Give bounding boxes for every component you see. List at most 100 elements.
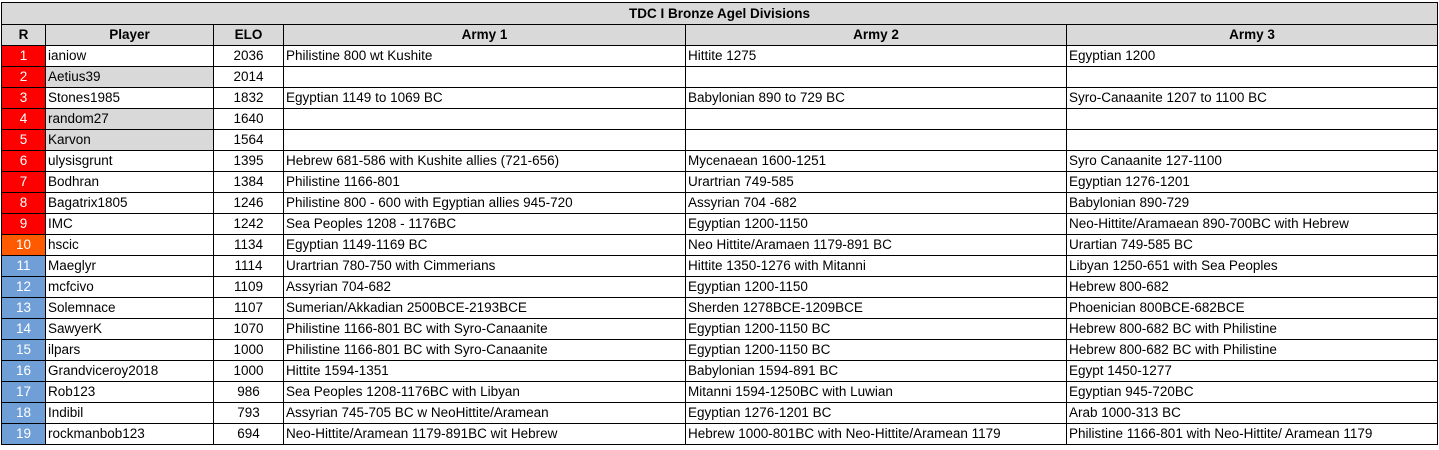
rank-cell[interactable]: 10 xyxy=(1,234,46,256)
rank-cell[interactable]: 16 xyxy=(1,360,46,382)
rank-cell[interactable]: 4 xyxy=(1,108,46,130)
army-2-cell[interactable]: Neo Hittite/Aramaen 1179-891 BC xyxy=(685,234,1067,256)
rank-cell[interactable]: 7 xyxy=(1,171,46,193)
army-1-cell[interactable]: Assyrian 704-682 xyxy=(283,276,686,298)
rank-cell[interactable]: 3 xyxy=(1,87,46,109)
army-3-cell[interactable]: Libyan 1250-651 with Sea Peoples xyxy=(1065,255,1439,277)
army-2-cell[interactable]: Egyptian 1200-1150 BC xyxy=(685,318,1067,340)
army-2-cell[interactable]: Urartrian 749-585 xyxy=(685,171,1067,193)
player-cell[interactable]: SawyerK xyxy=(45,318,214,340)
army-2-cell[interactable] xyxy=(685,66,1067,88)
player-cell[interactable]: IMC xyxy=(45,213,214,235)
elo-cell[interactable]: 1384 xyxy=(213,171,284,193)
rank-cell[interactable]: 1 xyxy=(1,45,46,67)
elo-cell[interactable]: 1070 xyxy=(213,318,284,340)
army-3-cell[interactable]: Egyptian 1276-1201 xyxy=(1065,171,1439,193)
player-cell[interactable]: Maeglyr xyxy=(45,255,214,277)
rank-cell[interactable]: 9 xyxy=(1,213,46,235)
army-3-cell[interactable]: Hebrew 800-682 BC with Philistine xyxy=(1065,318,1439,340)
army-1-cell[interactable] xyxy=(283,108,686,130)
elo-cell[interactable]: 2014 xyxy=(213,66,284,88)
rank-cell[interactable]: 8 xyxy=(1,192,46,214)
rank-cell[interactable]: 5 xyxy=(1,129,46,151)
player-cell[interactable]: Grandviceroy2018 xyxy=(45,360,214,382)
army-2-cell[interactable]: Egyptian 1276-1201 BC xyxy=(685,402,1067,424)
army-3-cell[interactable]: Egypt 1450-1277 xyxy=(1065,360,1439,382)
army-3-cell[interactable]: Hebrew 800-682 BC with Philistine xyxy=(1065,339,1439,361)
army-1-cell[interactable]: Philistine 1166-801 BC with Syro-Canaani… xyxy=(283,339,686,361)
player-cell[interactable]: Stones1985 xyxy=(45,87,214,109)
elo-cell[interactable]: 793 xyxy=(213,402,284,424)
army-3-cell[interactable]: Egyptian 1200 xyxy=(1065,45,1439,67)
army-3-cell[interactable]: Syro Canaanite 127-1100 xyxy=(1065,150,1439,172)
army-3-cell[interactable]: Neo-Hittite/Aramaean 890-700BC with Hebr… xyxy=(1065,213,1439,235)
player-cell[interactable]: ilpars xyxy=(45,339,214,361)
army-3-cell[interactable] xyxy=(1065,129,1439,151)
army-2-cell[interactable] xyxy=(685,129,1067,151)
elo-cell[interactable]: 1000 xyxy=(213,360,284,382)
army-1-cell[interactable]: Sea Peoples 1208 - 1176BC xyxy=(283,213,686,235)
player-cell[interactable]: random27 xyxy=(45,108,214,130)
elo-cell[interactable]: 1107 xyxy=(213,297,284,319)
army-1-cell[interactable]: Egyptian 1149-1169 BC xyxy=(283,234,686,256)
player-cell[interactable]: Bagatrix1805 xyxy=(45,192,214,214)
army-3-cell[interactable]: Syro-Canaanite 1207 to 1100 BC xyxy=(1065,87,1439,109)
player-cell[interactable]: Aetius39 xyxy=(45,66,214,88)
army-2-cell[interactable]: Mitanni 1594-1250BC with Luwian xyxy=(685,381,1067,403)
army-3-cell[interactable] xyxy=(1065,66,1439,88)
army-2-cell[interactable]: Egyptian 1200-1150 xyxy=(685,276,1067,298)
army-3-cell[interactable]: Urartian 749-585 BC xyxy=(1065,234,1439,256)
player-cell[interactable]: ulysisgrunt xyxy=(45,150,214,172)
player-cell[interactable]: mcfcivo xyxy=(45,276,214,298)
elo-cell[interactable]: 1395 xyxy=(213,150,284,172)
rank-cell[interactable]: 12 xyxy=(1,276,46,298)
army-2-cell[interactable]: Hittite 1350-1276 with Mitanni xyxy=(685,255,1067,277)
rank-cell[interactable]: 13 xyxy=(1,297,46,319)
elo-cell[interactable]: 986 xyxy=(213,381,284,403)
army-2-cell[interactable]: Babylonian 1594-891 BC xyxy=(685,360,1067,382)
player-cell[interactable]: Indibil xyxy=(45,402,214,424)
player-cell[interactable]: Solemnace xyxy=(45,297,214,319)
army-3-cell[interactable]: Arab 1000-313 BC xyxy=(1065,402,1439,424)
army-3-cell[interactable] xyxy=(1065,108,1439,130)
rank-cell[interactable]: 2 xyxy=(1,66,46,88)
army-1-cell[interactable] xyxy=(283,129,686,151)
rank-cell[interactable]: 11 xyxy=(1,255,46,277)
elo-cell[interactable]: 1640 xyxy=(213,108,284,130)
army-3-cell[interactable]: Hebrew 800-682 xyxy=(1065,276,1439,298)
player-cell[interactable]: ianiow xyxy=(45,45,214,67)
rank-cell[interactable]: 19 xyxy=(1,423,46,445)
player-cell[interactable]: hscic xyxy=(45,234,214,256)
army-1-cell[interactable]: Philistine 1166-801 BC with Syro-Canaani… xyxy=(283,318,686,340)
army-2-cell[interactable]: Sherden 1278BCE-1209BCE xyxy=(685,297,1067,319)
column-header-elo[interactable]: ELO xyxy=(213,24,284,46)
army-1-cell[interactable]: Neo-Hittite/Aramean 1179-891BC wit Hebre… xyxy=(283,423,686,445)
player-cell[interactable]: Rob123 xyxy=(45,381,214,403)
army-2-cell[interactable]: Assyrian 704 -682 xyxy=(685,192,1067,214)
elo-cell[interactable]: 1000 xyxy=(213,339,284,361)
army-1-cell[interactable]: Hittite 1594-1351 xyxy=(283,360,686,382)
army-1-cell[interactable]: Sea Peoples 1208-1176BC with Libyan xyxy=(283,381,686,403)
elo-cell[interactable]: 694 xyxy=(213,423,284,445)
column-header-army-1[interactable]: Army 1 xyxy=(283,24,686,46)
rank-cell[interactable]: 17 xyxy=(1,381,46,403)
elo-cell[interactable]: 1134 xyxy=(213,234,284,256)
elo-cell[interactable]: 1564 xyxy=(213,129,284,151)
column-header-rank[interactable]: R xyxy=(1,24,46,46)
army-2-cell[interactable]: Mycenaean 1600-1251 xyxy=(685,150,1067,172)
elo-cell[interactable]: 2036 xyxy=(213,45,284,67)
army-2-cell[interactable]: Egyptian 1200-1150 BC xyxy=(685,339,1067,361)
army-2-cell[interactable]: Babylonian 890 to 729 BC xyxy=(685,87,1067,109)
army-2-cell[interactable]: Hebrew 1000-801BC with Neo-Hittite/Arame… xyxy=(685,423,1067,445)
elo-cell[interactable]: 1242 xyxy=(213,213,284,235)
rank-cell[interactable]: 14 xyxy=(1,318,46,340)
army-3-cell[interactable]: Phoenician 800BCE-682BCE xyxy=(1065,297,1439,319)
army-1-cell[interactable]: Philistine 1166-801 xyxy=(283,171,686,193)
elo-cell[interactable]: 1109 xyxy=(213,276,284,298)
rank-cell[interactable]: 18 xyxy=(1,402,46,424)
elo-cell[interactable]: 1114 xyxy=(213,255,284,277)
army-3-cell[interactable]: Babylonian 890-729 xyxy=(1065,192,1439,214)
column-header-army-2[interactable]: Army 2 xyxy=(685,24,1067,46)
rank-cell[interactable]: 6 xyxy=(1,150,46,172)
elo-cell[interactable]: 1246 xyxy=(213,192,284,214)
